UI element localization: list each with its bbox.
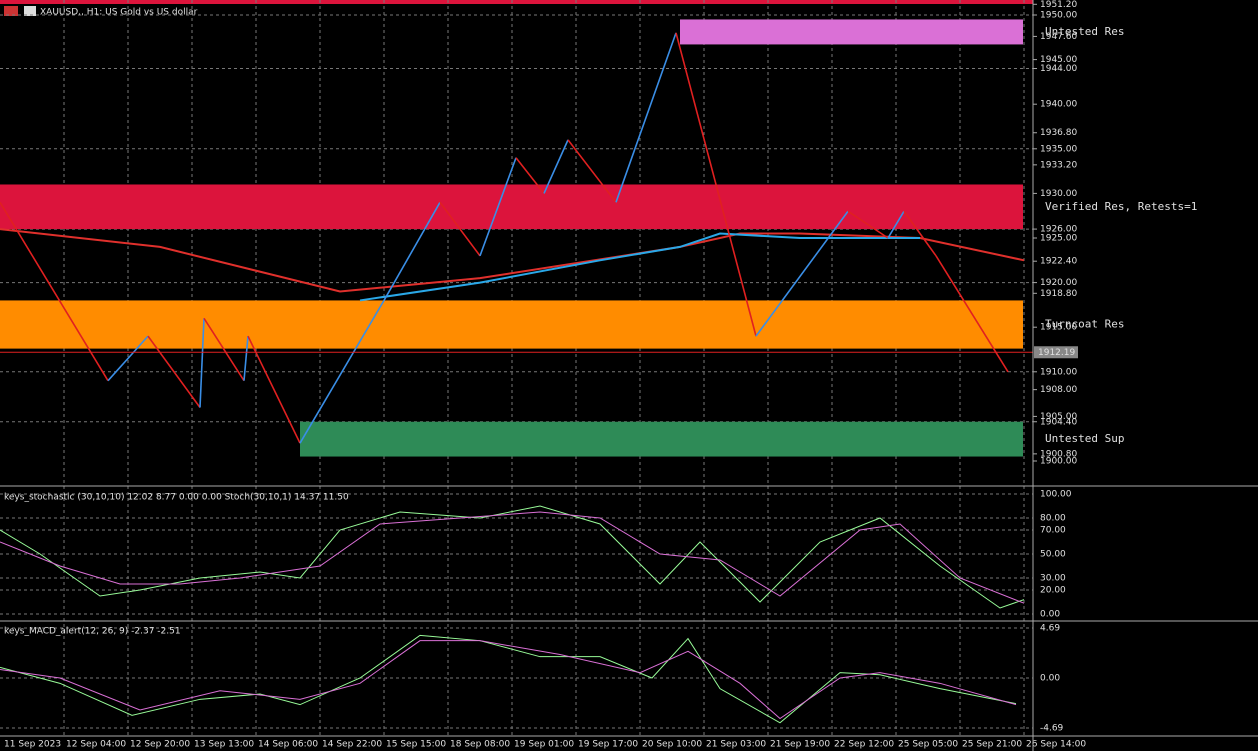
zigzag-segment <box>847 210 889 239</box>
price-label: 1945.00 <box>1040 55 1077 65</box>
indicator-label: 50.00 <box>1040 550 1066 560</box>
indicator-label: 0.00 <box>1040 610 1060 620</box>
time-label: 14 Sep 22:00 <box>322 740 382 750</box>
time-label: 15 Sep 15:00 <box>386 740 446 750</box>
moving-average <box>359 232 920 302</box>
zigzag-segment <box>615 32 677 203</box>
indicator-label: 70.00 <box>1040 526 1066 536</box>
zigzag-segment <box>247 335 301 444</box>
time-label: 21 Sep 03:00 <box>706 740 766 750</box>
price-label: 1920.00 <box>1040 278 1077 288</box>
price-label: 1930.00 <box>1040 189 1077 199</box>
price-label: 1908.00 <box>1040 385 1077 395</box>
indicator-line <box>0 640 1017 720</box>
price-label: 1935.00 <box>1040 144 1077 154</box>
zigzag-segment <box>299 300 385 444</box>
indicator-line <box>0 511 1025 604</box>
price-label: 1910.00 <box>1040 367 1077 377</box>
time-label: 20 Sep 10:00 <box>642 740 702 750</box>
macd-title: keys_MACD_alert(12, 26, 9) -2.37 -2.51 <box>4 627 181 637</box>
indicator-label: 100.00 <box>1040 490 1072 500</box>
time-label: 11 Sep 2023 <box>4 740 61 750</box>
price-label: 1900.00 <box>1040 457 1077 467</box>
stochastic-title: keys_stochastic (30,10,10) 12.02 8.77 0.… <box>4 493 349 503</box>
price-label: 1936.80 <box>1040 128 1077 138</box>
zone <box>680 19 1023 45</box>
indicator-line <box>0 634 1017 724</box>
price-label: 1926.00 <box>1040 225 1077 235</box>
zigzag-segment <box>107 335 149 382</box>
indicator-label: 4.69 <box>1040 624 1060 634</box>
price-label: 1933.20 <box>1040 160 1077 170</box>
zone <box>0 300 1023 349</box>
zigzag-segment <box>383 201 441 301</box>
time-label: 14 Sep 06:00 <box>258 740 318 750</box>
indicator-label: 30.00 <box>1040 574 1066 584</box>
zone-label: Untested Sup <box>1045 432 1124 445</box>
indicator-label: 80.00 <box>1040 514 1066 524</box>
time-label: 19 Sep 01:00 <box>514 740 574 750</box>
price-label: 1944.00 <box>1040 64 1077 74</box>
indicator-label: 20.00 <box>1040 586 1066 596</box>
time-label: 18 Sep 08:00 <box>450 740 510 750</box>
zigzag-segment <box>243 336 249 381</box>
symbol-icon <box>4 6 18 16</box>
current-price-label: 1912.19 <box>1038 348 1075 358</box>
indicator-label: -4.69 <box>1040 724 1064 734</box>
time-label: 12 Sep 20:00 <box>130 740 190 750</box>
price-label: 1900.80 <box>1040 449 1077 459</box>
price-label: 1925.00 <box>1040 234 1077 244</box>
zigzag-segment <box>887 210 905 239</box>
zigzag-segment <box>903 210 937 257</box>
price-label: 1922.40 <box>1040 257 1077 267</box>
zigzag-segment <box>755 210 849 337</box>
zigzag-segment <box>147 335 201 408</box>
zigzag-segment <box>515 157 545 194</box>
current-price-box <box>1034 346 1078 359</box>
time-label: 25 Sep 21:00 <box>962 740 1022 750</box>
time-label: 21 Sep 19:00 <box>770 740 830 750</box>
chart-title: XAUUSD., H1: US Gold vs US dollar <box>40 8 198 18</box>
indicator-label: 0.00 <box>1040 674 1060 684</box>
price-label: 1915.00 <box>1040 323 1077 333</box>
top-strip <box>0 0 1033 4</box>
price-label: 1918.80 <box>1040 289 1077 299</box>
time-label: 22 Sep 12:00 <box>834 740 894 750</box>
time-label: 26 Sep 14:00 <box>1026 740 1086 750</box>
zigzag-segment <box>203 317 245 382</box>
price-label: 1950.00 <box>1040 11 1077 21</box>
indicator-line <box>0 505 1025 609</box>
price-label: 1904.40 <box>1040 417 1077 427</box>
timeframe-icon <box>24 6 36 16</box>
time-label: 25 Sep 05:00 <box>898 740 958 750</box>
price-label: 1947.60 <box>1040 32 1077 42</box>
price-label: 1940.00 <box>1040 100 1077 110</box>
zone-label: Verified Res, Retests=1 <box>1045 200 1197 213</box>
zigzag-segment <box>439 201 481 257</box>
time-label: 12 Sep 04:00 <box>66 740 126 750</box>
time-label: 19 Sep 17:00 <box>578 740 638 750</box>
zigzag-segment <box>675 32 757 337</box>
zone-label: Untested Res <box>1045 25 1124 38</box>
zone-label: Turncoat Res <box>1045 318 1124 331</box>
zone <box>300 421 1023 457</box>
zigzag-segment <box>0 201 109 382</box>
zigzag-segment <box>479 157 517 257</box>
time-label: 13 Sep 13:00 <box>194 740 254 750</box>
zigzag-segment <box>199 318 205 408</box>
zigzag-segment <box>543 139 569 194</box>
zigzag-segment <box>567 139 617 203</box>
zone <box>0 184 1023 230</box>
price-label: 1951.20 <box>1040 0 1077 10</box>
price-label: 1905.00 <box>1040 412 1077 422</box>
